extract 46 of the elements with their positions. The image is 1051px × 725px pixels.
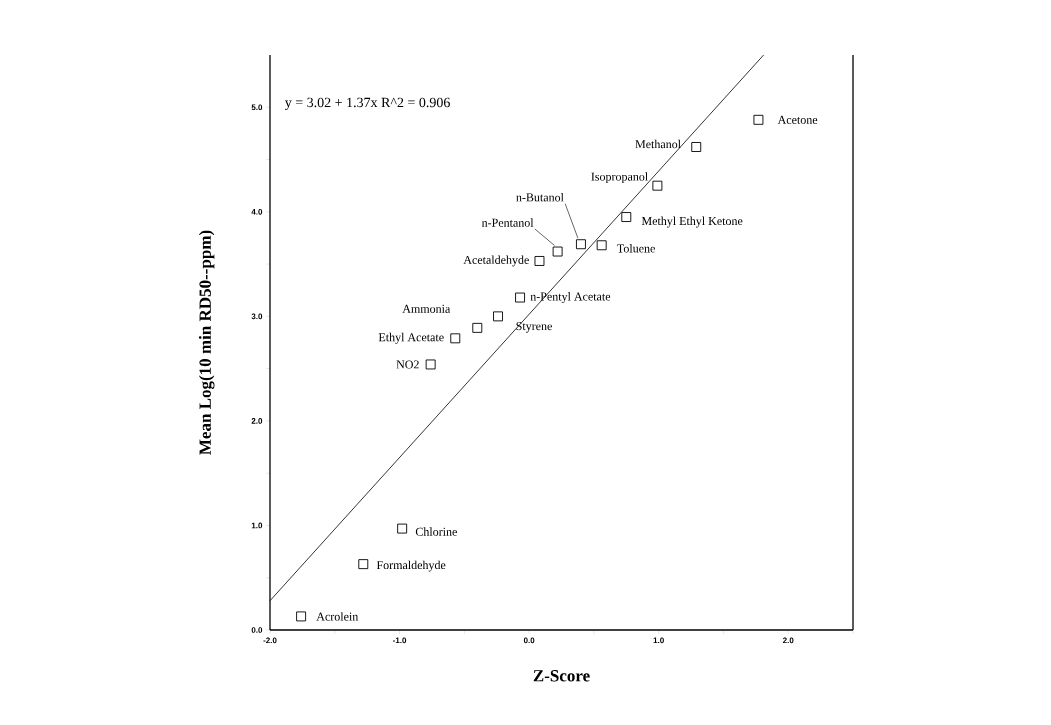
point [753, 114, 764, 125]
annotation: Formaldehyde [376, 560, 446, 572]
annotation: Methanol [635, 139, 681, 149]
point [472, 322, 483, 333]
annotation: n-Pentanol [481, 218, 534, 227]
x-tick-label: -2.0 [263, 637, 277, 644]
annotation: n-Butanol [516, 193, 564, 202]
y-axis-title: Mean Log(10 min RD50--ppm) [198, 230, 215, 455]
annotation: NO2 [396, 360, 419, 369]
annotation: n-Pentyl Acetate [530, 292, 611, 303]
annotation: Ammonia [402, 304, 451, 313]
y-tick-label: 2.0 [251, 418, 263, 424]
point [596, 240, 607, 251]
x-tick-label: 0.0 [523, 637, 535, 644]
point [621, 212, 632, 222]
point [425, 359, 436, 370]
y-tick-label: 5.0 [251, 104, 263, 111]
point [691, 142, 702, 152]
annotation: Chlorine [415, 527, 457, 536]
point [552, 246, 563, 257]
y-tick-label: 3.0 [251, 313, 263, 320]
annotation: Toluene [617, 244, 655, 253]
point [652, 180, 663, 191]
annotation: Styrene [516, 322, 552, 333]
x-tick-label: 1.0 [653, 637, 664, 644]
point [450, 333, 461, 344]
annotation: Methyl Ethyl Ketone [641, 216, 743, 228]
annotation: y = 3.02 + 1.37x R^2 = 0.906 [284, 97, 450, 111]
annotation: Acrolein [316, 612, 359, 621]
y-tick-label: 1.0 [251, 522, 263, 529]
annotation: Acetone [777, 115, 818, 124]
point [493, 311, 503, 322]
x-axis-title: Z-Score [533, 670, 590, 682]
point [575, 239, 586, 250]
y-tick-label: 4.0 [251, 208, 263, 215]
point [515, 292, 525, 303]
y-tick-label: 0.0 [251, 627, 263, 633]
point [534, 256, 545, 266]
annotation: Ethyl Acetate [378, 332, 444, 344]
point [358, 559, 369, 570]
x-tick-label: 2.0 [782, 637, 794, 644]
annotation: Isopropanol [591, 172, 648, 184]
point [296, 611, 307, 622]
point [397, 523, 408, 534]
x-tick-label: -1.0 [392, 637, 407, 644]
annotation: Acetaldehyde [463, 255, 529, 267]
